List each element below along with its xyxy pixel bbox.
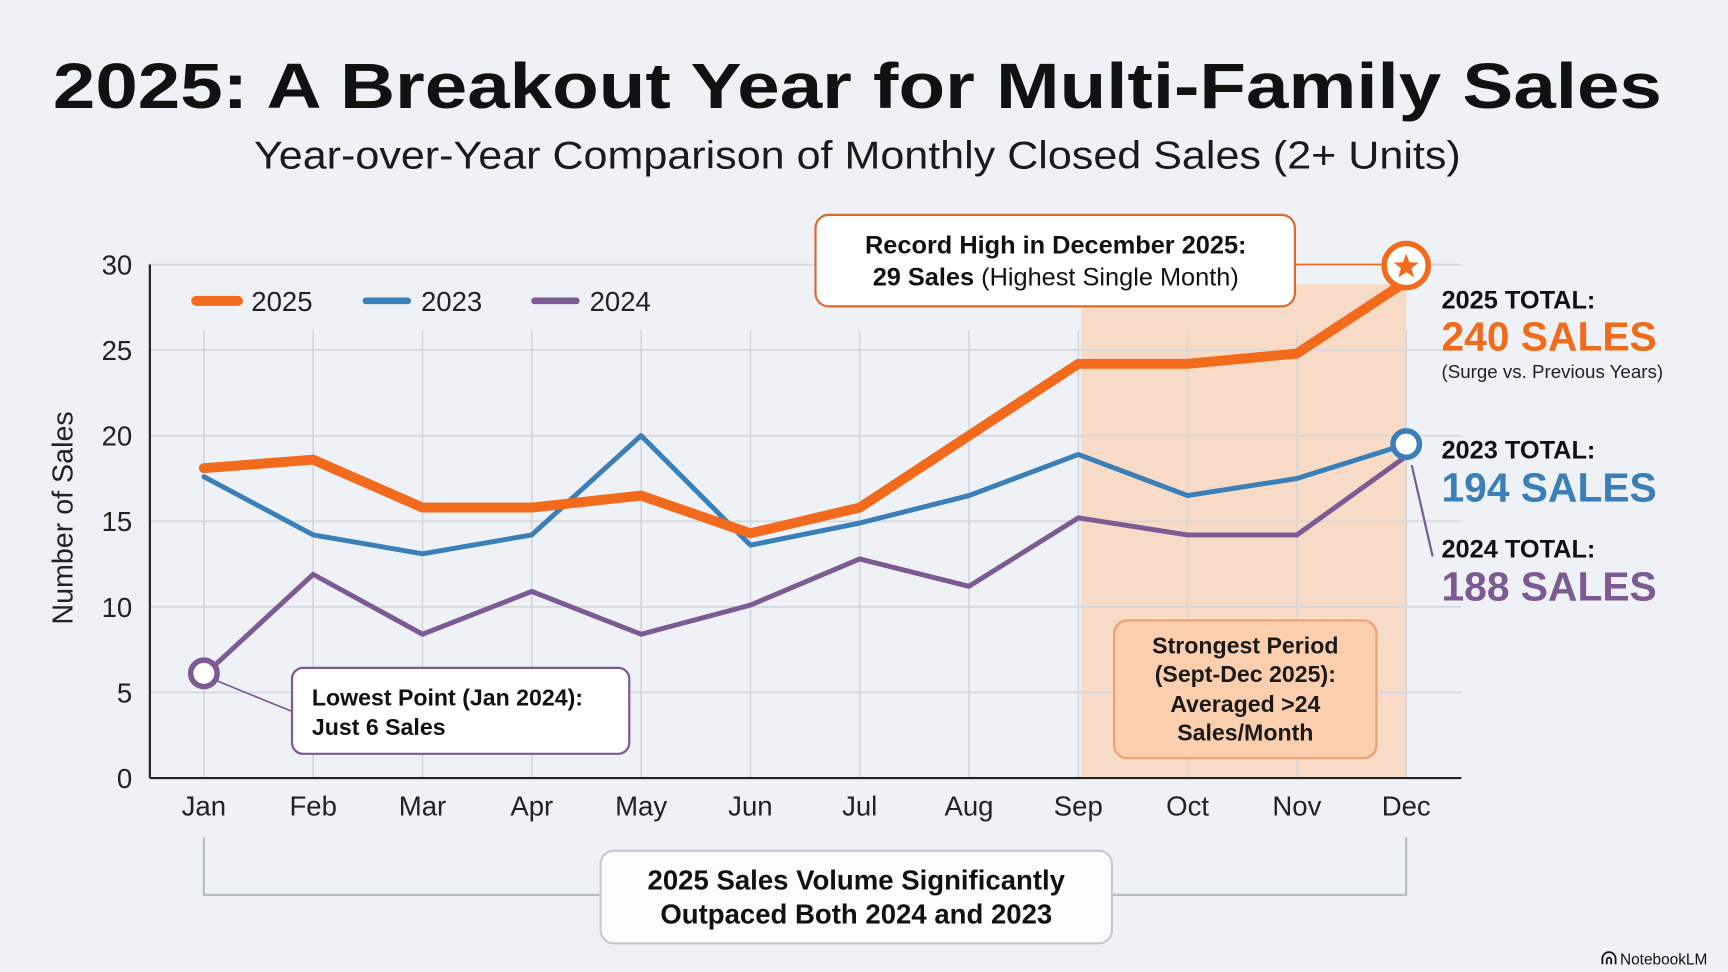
y-tick-label: 10 bbox=[102, 592, 133, 623]
chart-subtitle: Year-over-Year Comparison of Monthly Clo… bbox=[254, 135, 1461, 178]
strongest-period-line: Sales/Month bbox=[1177, 720, 1313, 746]
strongest-period-line: Strongest Period bbox=[1152, 633, 1338, 659]
record-high-note: (Highest Single Month) bbox=[974, 263, 1239, 291]
total-2023-value: 194 SALES bbox=[1441, 464, 1656, 510]
lowest-point-callout: Lowest Point (Jan 2024): Just 6 Sales bbox=[290, 666, 631, 755]
record-high-line2: 29 Sales (Highest Single Month) bbox=[873, 263, 1239, 291]
legend-label-2023: 2023 bbox=[421, 286, 482, 317]
total-2025-note: (Surge vs. Previous Years) bbox=[1441, 361, 1663, 382]
totals-panel: 2025 TOTAL: 240 SALES (Surge vs. Previou… bbox=[1441, 287, 1663, 610]
y-tick-label: 30 bbox=[102, 249, 133, 280]
legend: 2025 2023 2024 bbox=[191, 286, 651, 317]
x-tick-label: May bbox=[615, 791, 667, 822]
total-2024-label: 2024 TOTAL: bbox=[1441, 536, 1595, 564]
watermark-text: NotebookLM bbox=[1620, 951, 1707, 968]
strongest-period-callout: Strongest Period (Sept-Dec 2025): Averag… bbox=[1113, 619, 1378, 760]
chart-title: 2025: A Breakout Year for Multi-Family S… bbox=[53, 50, 1662, 122]
y-axis-label: Number of Sales bbox=[48, 411, 80, 624]
strongest-period-line: (Sept-Dec 2025): bbox=[1155, 661, 1336, 687]
x-tick-label: Mar bbox=[399, 791, 446, 822]
x-tick-label: Oct bbox=[1166, 791, 1209, 822]
total-2023-label: 2023 TOTAL: bbox=[1441, 436, 1595, 464]
legend-label-2025: 2025 bbox=[251, 286, 312, 317]
star-icon bbox=[1393, 253, 1419, 278]
x-tick-label: Jan bbox=[182, 791, 226, 822]
total-2024-value: 188 SALES bbox=[1441, 564, 1656, 610]
series-line-2023 bbox=[201, 433, 1409, 557]
series-line-2025 bbox=[198, 276, 1412, 539]
lowest-point-marker bbox=[187, 657, 220, 690]
x-tick-label: Nov bbox=[1272, 791, 1321, 822]
x-tick-label: Feb bbox=[289, 791, 336, 822]
dec-2023-marker bbox=[1390, 428, 1423, 461]
notebooklm-logo-icon bbox=[1601, 951, 1617, 965]
legend-label-2024: 2024 bbox=[590, 286, 651, 317]
watermark: NotebookLM bbox=[1601, 951, 1707, 968]
total-2025-label: 2025 TOTAL: bbox=[1441, 287, 1595, 315]
lowest-point-connector bbox=[214, 679, 294, 713]
y-tick-label: 15 bbox=[102, 506, 133, 537]
summary-callout: 2025 Sales Volume Significantly Outpaced… bbox=[599, 849, 1114, 945]
summary-line1: 2025 Sales Volume Significantly bbox=[648, 864, 1066, 895]
lowest-point-line2: Just 6 Sales bbox=[312, 714, 446, 740]
x-tick-label: Aug bbox=[944, 791, 993, 822]
summary-line2: Outpaced Both 2024 and 2023 bbox=[660, 899, 1052, 930]
record-high-line1: Record High in December 2025: bbox=[865, 231, 1246, 259]
x-tick-label: Sep bbox=[1054, 791, 1103, 822]
total-2024-connector bbox=[1410, 464, 1434, 557]
y-tick-label: 20 bbox=[102, 421, 133, 452]
y-tick-label: 5 bbox=[117, 677, 132, 708]
x-tick-label: Dec bbox=[1382, 791, 1431, 822]
x-tick-label: Jun bbox=[728, 791, 772, 822]
total-2025-value: 240 SALES bbox=[1441, 313, 1656, 359]
y-tick-label: 25 bbox=[102, 335, 133, 366]
x-tick-label: Jul bbox=[842, 791, 877, 822]
series-line-2024 bbox=[201, 453, 1409, 678]
x-tick-labels: Jan Feb Mar Apr May Jun Jul Aug Sep Oct Nov Dec bbox=[182, 791, 1431, 822]
lowest-point-line1: Lowest Point (Jan 2024): bbox=[312, 684, 583, 710]
record-high-callout: Record High in December 2025: 29 Sales (… bbox=[814, 213, 1296, 308]
strongest-period-line: Averaged >24 bbox=[1170, 691, 1320, 717]
y-tick-label: 0 bbox=[117, 763, 132, 794]
x-tick-label: Apr bbox=[510, 791, 553, 822]
series-lines bbox=[198, 276, 1412, 678]
y-tick-labels: 0 5 10 15 20 25 30 bbox=[102, 249, 133, 794]
record-high-value: 29 Sales bbox=[873, 263, 974, 291]
